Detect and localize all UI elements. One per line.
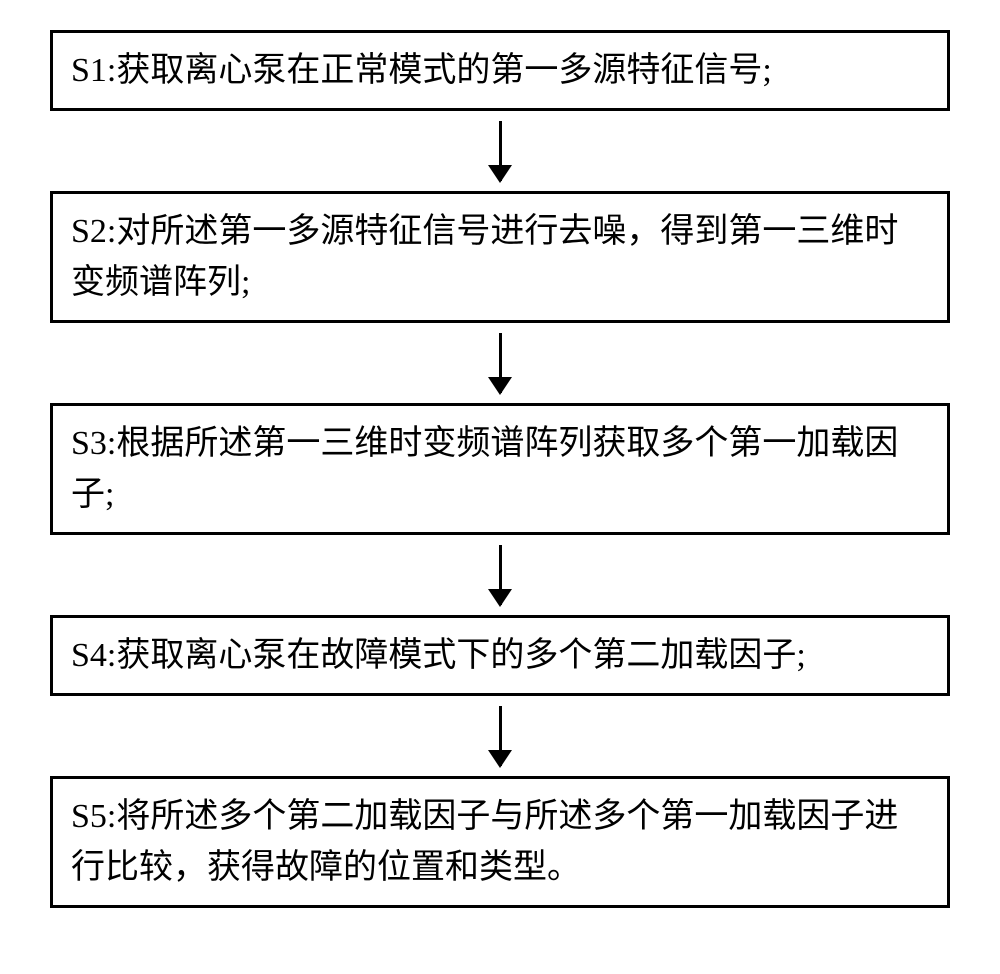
arrow-container (50, 535, 950, 615)
arrow-down-icon (499, 545, 502, 605)
step-box-s2: S2:对所述第一多源特征信号进行去噪，得到第一三维时变频谱阵列; (50, 191, 950, 323)
step-box-s1: S1:获取离心泵在正常模式的第一多源特征信号; (50, 30, 950, 111)
step-text: S4:获取离心泵在故障模式下的多个第二加载因子; (71, 637, 806, 674)
arrow-down-icon (499, 706, 502, 766)
arrow-down-icon (499, 333, 502, 393)
step-text: S2:对所述第一多源特征信号进行去噪，得到第一三维时变频谱阵列; (71, 213, 898, 301)
step-box-s3: S3:根据所述第一三维时变频谱阵列获取多个第一加载因子; (50, 403, 950, 535)
arrow-container (50, 696, 950, 776)
arrow-container (50, 111, 950, 191)
arrow-container (50, 323, 950, 403)
step-text: S5:将所述多个第二加载因子与所述多个第一加载因子进行比较，获得故障的位置和类型… (71, 798, 898, 886)
arrow-down-icon (499, 121, 502, 181)
step-box-s5: S5:将所述多个第二加载因子与所述多个第一加载因子进行比较，获得故障的位置和类型… (50, 776, 950, 908)
flowchart-container: S1:获取离心泵在正常模式的第一多源特征信号; S2:对所述第一多源特征信号进行… (50, 30, 950, 908)
step-box-s4: S4:获取离心泵在故障模式下的多个第二加载因子; (50, 615, 950, 696)
step-text: S3:根据所述第一三维时变频谱阵列获取多个第一加载因子; (71, 425, 898, 513)
step-text: S1:获取离心泵在正常模式的第一多源特征信号; (71, 52, 772, 89)
